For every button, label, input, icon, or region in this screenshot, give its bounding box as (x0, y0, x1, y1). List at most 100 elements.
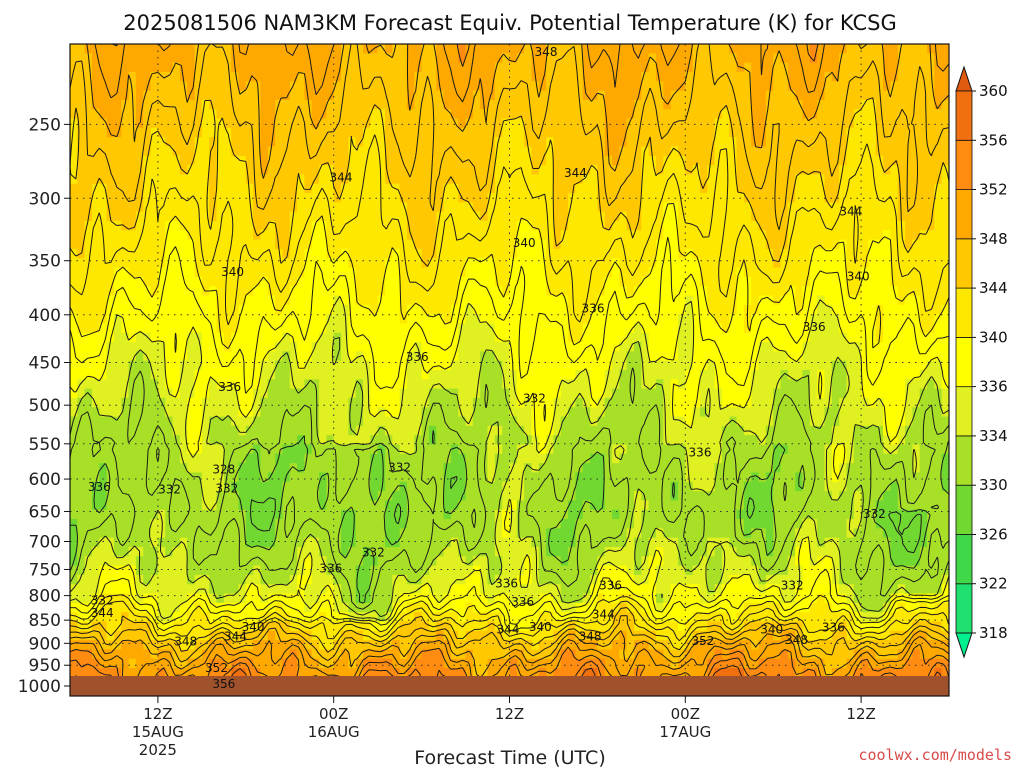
field-cell (494, 53, 503, 64)
field-cell (304, 165, 313, 175)
field-cell (304, 397, 313, 408)
field-cell (868, 137, 877, 148)
field-cell (260, 304, 269, 315)
field-cell (809, 370, 818, 380)
field-cell (355, 314, 364, 325)
field-cell (77, 239, 86, 250)
field-cell (245, 258, 254, 269)
field-cell (685, 183, 694, 194)
field-cell (216, 99, 225, 110)
field-cell (773, 267, 782, 278)
field-cell (941, 267, 949, 278)
field-cell (99, 407, 108, 418)
field-cell (934, 109, 943, 120)
field-cell (238, 258, 247, 269)
field-cell (780, 267, 789, 278)
field-cell (751, 397, 760, 408)
field-cell (480, 90, 489, 101)
field-cell (912, 407, 921, 418)
field-cell (304, 379, 313, 390)
field-cell (509, 155, 518, 166)
field-cell (135, 239, 144, 250)
field-cell (377, 304, 386, 315)
field-cell (575, 53, 584, 64)
field-cell (406, 118, 415, 129)
field-cell (905, 90, 913, 101)
field-cell (839, 127, 848, 138)
field-cell (157, 332, 166, 343)
field-cell (831, 211, 840, 222)
field-cell (656, 193, 664, 203)
field-cell (84, 90, 93, 101)
field-cell (590, 62, 598, 73)
field-cell (743, 267, 752, 278)
field-cell (736, 155, 745, 166)
field-cell (875, 314, 884, 325)
field-cell (590, 286, 598, 297)
field-cell (414, 397, 423, 408)
field-cell (912, 53, 921, 64)
field-cell (516, 90, 525, 101)
field-cell (509, 332, 518, 343)
field-cell (245, 323, 254, 334)
field-cell (568, 258, 577, 269)
field-cell (941, 388, 949, 399)
field-cell (524, 118, 533, 129)
field-cell (458, 360, 467, 371)
field-cell (406, 370, 415, 380)
field-cell (538, 220, 547, 231)
field-cell (634, 71, 642, 82)
field-cell (780, 165, 789, 175)
field-cell (172, 220, 181, 231)
field-cell (472, 202, 481, 213)
field-cell (626, 137, 635, 148)
field-cell (304, 183, 313, 194)
field-cell (575, 174, 584, 185)
field-cell (370, 286, 379, 297)
field-cell (194, 174, 203, 185)
field-cell (634, 276, 642, 287)
field-cell (853, 127, 862, 138)
field-cell (824, 220, 833, 231)
field-cell (253, 248, 262, 259)
field-cell (626, 71, 635, 82)
field-cell (289, 193, 298, 203)
field-cell (641, 407, 650, 418)
field-cell (692, 248, 701, 259)
field-cell (77, 220, 86, 231)
field-cell (927, 286, 935, 297)
field-cell (209, 99, 218, 110)
field-cell (795, 416, 804, 427)
field-cell (641, 230, 650, 241)
field-cell (538, 202, 547, 213)
field-cell (531, 174, 540, 185)
field-cell (634, 379, 642, 390)
field-cell (333, 230, 342, 241)
field-cell (516, 239, 525, 250)
field-cell (443, 425, 452, 436)
field-cell (472, 370, 481, 380)
field-cell (384, 44, 393, 54)
field-cell (143, 174, 152, 185)
field-cell (172, 193, 181, 203)
field-cell (428, 304, 437, 315)
field-cell (509, 165, 518, 175)
field-cell (209, 183, 218, 194)
field-cell (172, 202, 181, 213)
field-cell (143, 146, 152, 157)
field-cell (861, 239, 870, 250)
field-cell (384, 90, 393, 101)
field-cell (795, 109, 804, 120)
field-cell (311, 407, 320, 418)
field-cell (245, 239, 254, 250)
field-cell (480, 193, 489, 203)
field-cell (143, 295, 152, 306)
field-cell (135, 220, 144, 231)
field-cell (216, 71, 225, 82)
field-cell (260, 230, 269, 241)
field-cell (150, 211, 159, 222)
field-cell (516, 351, 525, 362)
field-cell (487, 90, 496, 101)
field-cell (436, 351, 445, 362)
field-cell (897, 388, 906, 399)
